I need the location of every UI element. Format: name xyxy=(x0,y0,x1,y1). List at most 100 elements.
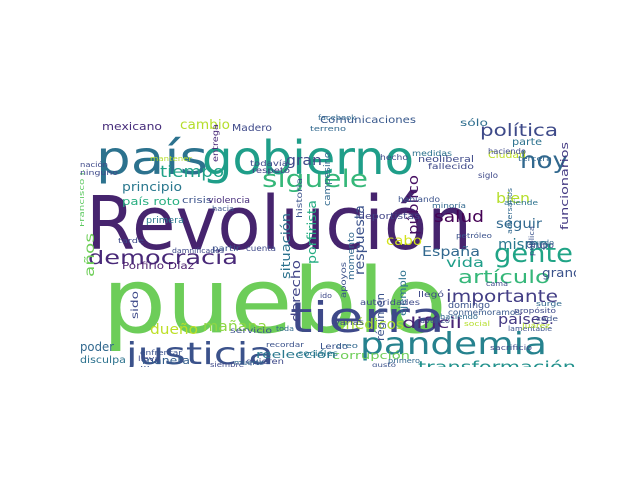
word-cloud-word: tiempo xyxy=(160,162,224,181)
word-cloud-word: deportistas xyxy=(358,212,420,222)
word-cloud-word: mantener xyxy=(150,155,192,163)
word-cloud-word: hablando xyxy=(398,195,440,204)
word-cloud-word: difícil xyxy=(402,314,462,332)
word-cloud-word: quieren xyxy=(246,357,284,366)
word-cloud-word: fallecido xyxy=(428,162,474,171)
word-cloud-word: Madero xyxy=(232,123,272,134)
word-cloud-word: sociales xyxy=(298,349,338,358)
word-cloud-word: mundo xyxy=(526,239,554,247)
word-cloud-word: artículo xyxy=(458,267,550,288)
word-cloud-word: corrupción xyxy=(332,349,410,362)
word-cloud-word: crisis xyxy=(182,196,212,206)
word-cloud-word: tierra xyxy=(290,293,445,342)
word-cloud-word: cama xyxy=(486,280,508,288)
word-cloud-word: mañana xyxy=(203,319,267,335)
word-cloud-word: pueblo xyxy=(102,249,447,354)
word-cloud-word: situación xyxy=(279,213,293,279)
word-cloud-word: sólo xyxy=(460,117,488,129)
word-cloud-word: vida xyxy=(446,256,484,271)
word-cloud-word: atiende xyxy=(504,199,538,207)
word-cloud-word: democracia xyxy=(88,247,238,269)
word-cloud-word: facebook xyxy=(318,114,357,122)
word-cloud-word: hecho xyxy=(380,153,408,162)
word-cloud-word: hoy xyxy=(520,148,568,174)
word-cloud-word: haciendo xyxy=(440,313,478,321)
word-cloud-word: ido xyxy=(320,292,332,300)
word-cloud-word: gran xyxy=(286,153,322,169)
word-cloud-word: respuesta xyxy=(353,205,368,275)
word-cloud-word: mexicano xyxy=(102,120,162,133)
word-cloud-word: mismo xyxy=(498,237,548,253)
word-cloud-word: propósito xyxy=(514,307,556,315)
word-cloud-word: terreno xyxy=(310,125,346,133)
word-cloud-word: libre xyxy=(140,366,167,367)
word-cloud-word: creo xyxy=(336,342,358,350)
word-cloud-word: gustó xyxy=(372,362,396,367)
word-cloud-word: funcionarios xyxy=(558,142,571,230)
word-cloud-word: países. xyxy=(498,312,554,328)
word-cloud-word: público xyxy=(406,175,422,235)
word-cloud-word: años xyxy=(83,233,98,277)
word-cloud-word: bien xyxy=(496,191,530,207)
word-cloud-word: enfrentar xyxy=(140,349,182,357)
word-cloud-word: ejemplo xyxy=(398,270,409,316)
word-cloud-word: cade xyxy=(536,315,558,323)
word-cloud-word: adversarios xyxy=(506,188,514,234)
word-cloud-word: Revolución xyxy=(86,181,472,267)
word-cloud-word: historia xyxy=(295,178,304,218)
word-cloud-word: lamentable xyxy=(508,325,552,333)
word-cloud-word: parte xyxy=(512,137,542,148)
word-cloud-word: importante xyxy=(446,287,558,307)
word-cloud-word: entrega xyxy=(211,124,220,162)
word-cloud-word: llegó xyxy=(418,289,444,299)
word-cloud-word: Juárez xyxy=(521,322,551,330)
word-cloud-word: pandemia xyxy=(360,327,547,362)
word-cloud-word: Lerdo xyxy=(320,342,348,351)
word-cloud-word: política xyxy=(480,121,558,141)
word-cloud-word: derecho xyxy=(289,260,303,322)
word-cloud-word: salud xyxy=(434,207,484,226)
word-cloud-word: pública xyxy=(528,226,536,256)
word-cloud-word: poder xyxy=(80,340,114,354)
word-cloud: Revolución pueblo gobierno país tierra pandem… xyxy=(72,110,590,376)
word-cloud-word: sido xyxy=(130,291,141,319)
word-cloud-word: régimen xyxy=(374,293,387,341)
word-cloud-word: damnificados xyxy=(172,247,224,255)
word-cloud-word: ciudadano xyxy=(80,117,82,161)
word-cloud-word: justicia xyxy=(125,337,274,367)
word-cloud-word: gente xyxy=(494,239,573,269)
word-cloud-word: partir xyxy=(212,244,241,253)
word-cloud-word: primera xyxy=(146,216,184,226)
word-cloud-word: transformación xyxy=(418,358,576,367)
word-cloud-word: manera xyxy=(142,354,190,367)
word-cloud-word: social xyxy=(464,320,490,328)
word-cloud-word: porfirista xyxy=(305,200,319,264)
word-cloud-word: muerte xyxy=(234,359,264,367)
word-cloud-word: momento xyxy=(347,231,357,280)
word-cloud-word: autoridades xyxy=(360,298,420,307)
word-cloud-word: surge xyxy=(536,300,562,308)
word-cloud-word: lleva xyxy=(138,355,160,363)
word-cloud-word: medidas xyxy=(412,149,452,158)
word-cloud-word: dueño xyxy=(150,322,198,338)
word-cloud-word: siglo xyxy=(478,171,498,180)
word-cloud-word: minoría xyxy=(432,202,466,210)
word-cloud-word: principio xyxy=(122,180,182,194)
word-cloud-word: país xyxy=(96,131,208,185)
word-cloud-word: petróleo xyxy=(456,232,492,240)
word-cloud-word: Grupo xyxy=(526,241,554,251)
word-cloud-word: Ciudad xyxy=(488,150,526,161)
word-cloud-word: siempre xyxy=(210,361,244,367)
word-cloud-word: cabo xyxy=(386,234,422,249)
word-cloud-word: hacia xyxy=(212,205,234,213)
word-cloud-word: síguele xyxy=(262,165,368,193)
word-cloud-word: grande xyxy=(542,266,576,280)
word-cloud-word: domingo xyxy=(448,301,491,311)
word-cloud-word: campesino xyxy=(323,151,333,206)
word-cloud-word: España xyxy=(422,245,480,260)
word-cloud-word: varias xyxy=(334,318,364,327)
word-cloud-word: respeto xyxy=(252,166,290,175)
word-cloud-word: ninguno xyxy=(80,169,118,177)
word-cloud-word: toda xyxy=(276,325,294,333)
